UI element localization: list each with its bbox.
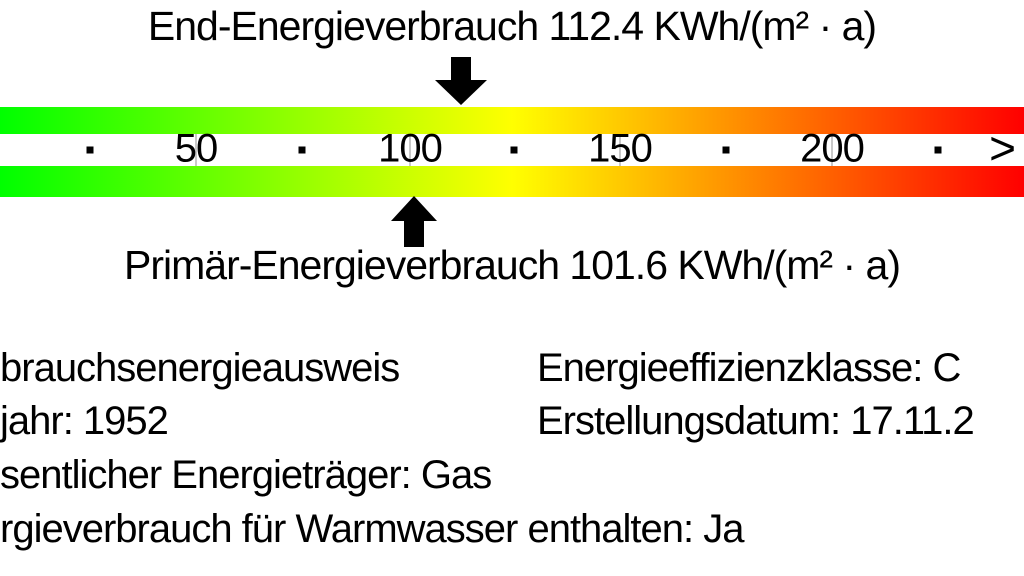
scale-label-50: 50	[174, 126, 218, 171]
gridline-100	[409, 134, 411, 166]
info-certificate-type: brauchsenergieausweis	[0, 346, 400, 390]
primary-energy-arrow-up-icon	[391, 196, 437, 247]
minor-tick-25	[86, 146, 94, 154]
primary-energy-label: Primär-Energieverbrauch 101.6 KWh/(m² · …	[124, 242, 901, 288]
end-energy-arrow-down-icon	[435, 57, 487, 105]
info-energy-source: sentlicher Energieträger: Gas	[0, 453, 492, 497]
energy-scale-axis-band: 50 100 150 200 >	[0, 125, 1024, 171]
minor-tick-225	[934, 146, 942, 154]
minor-tick-125	[510, 146, 518, 154]
scale-label-150: 150	[588, 126, 653, 171]
gridline-50	[195, 134, 197, 166]
info-hot-water-included: rgieverbrauch für Warmwasser enthalten: …	[0, 507, 745, 551]
scale-label-100: 100	[378, 126, 443, 171]
energy-scale-gradient-bar: 50 100 150 200 >	[0, 107, 1024, 197]
scale-overflow-symbol: >	[989, 122, 1016, 175]
info-issue-date: Erstellungsdatum: 17.11.2	[537, 399, 975, 443]
minor-tick-75	[298, 146, 306, 154]
info-construction-year: jahr: 1952	[0, 399, 169, 443]
gridline-200	[831, 134, 833, 166]
minor-tick-175	[722, 146, 730, 154]
gridline-150	[619, 134, 621, 166]
info-efficiency-class: Energieeffizienzklasse: C	[537, 346, 961, 390]
scale-label-200: 200	[800, 126, 865, 171]
end-energy-label: End-Energieverbrauch 112.4 KWh/(m² · a)	[147, 3, 877, 49]
